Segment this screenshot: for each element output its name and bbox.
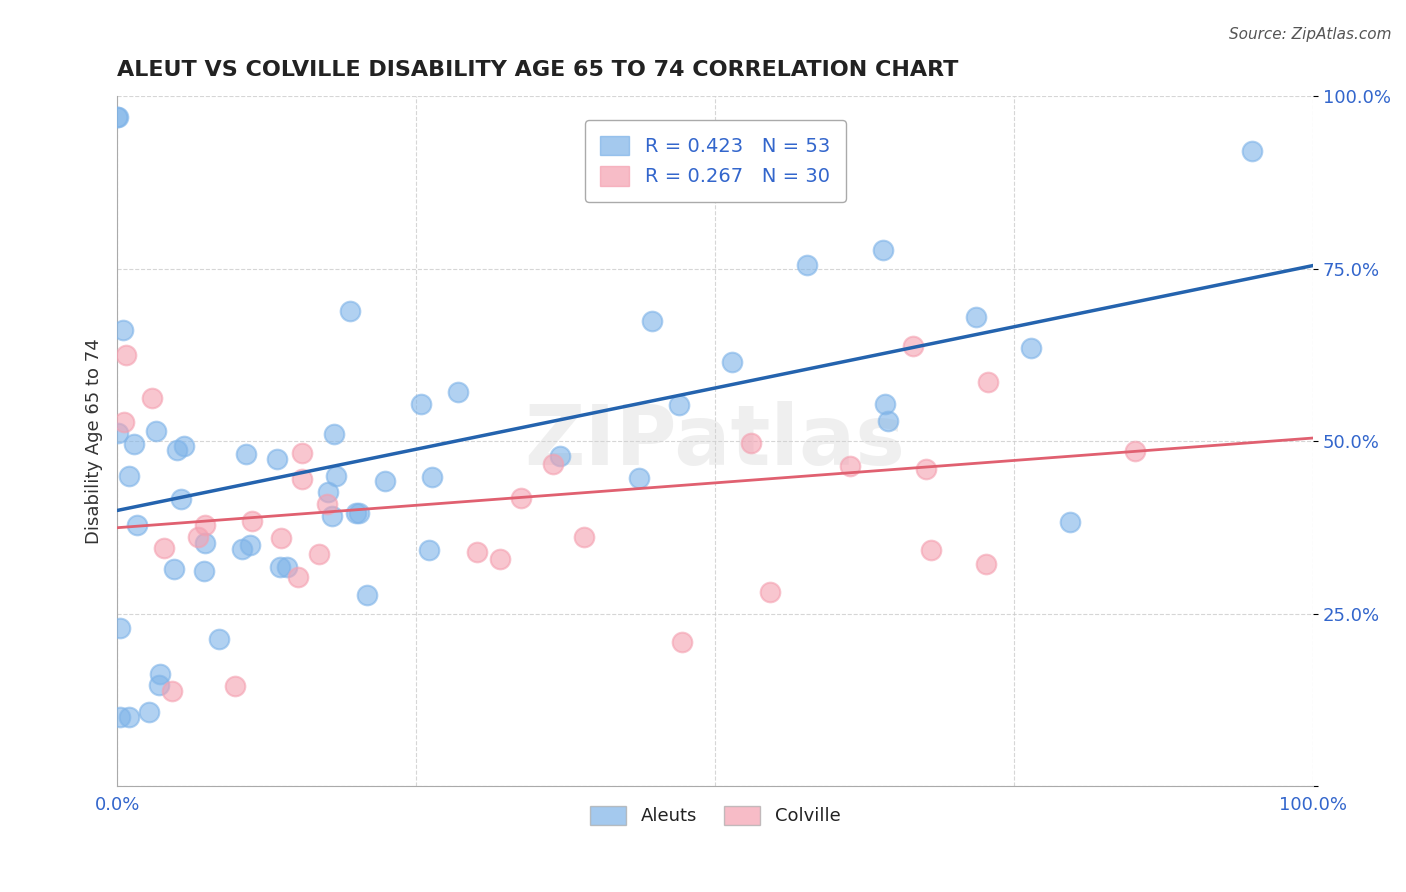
Point	[509, 491, 531, 505]
Point	[915, 462, 938, 476]
Point	[148, 677, 170, 691]
Point	[187, 530, 209, 544]
Point	[224, 680, 246, 694]
Point	[974, 557, 997, 571]
Point	[316, 485, 339, 500]
Point	[107, 110, 129, 124]
Point	[446, 384, 468, 399]
Point	[125, 518, 148, 533]
Point	[572, 530, 595, 544]
Point	[877, 415, 900, 429]
Point	[173, 439, 195, 453]
Point	[321, 508, 343, 523]
Point	[721, 355, 744, 369]
Point	[420, 470, 443, 484]
Point	[628, 471, 651, 485]
Point	[276, 560, 298, 574]
Point	[163, 562, 186, 576]
Point	[977, 375, 1000, 389]
Point	[315, 497, 337, 511]
Point	[1059, 515, 1081, 529]
Point	[118, 469, 141, 483]
Point	[160, 684, 183, 698]
Point	[322, 426, 344, 441]
Point	[193, 535, 215, 549]
Point	[872, 243, 894, 257]
Point	[287, 569, 309, 583]
Point	[118, 710, 141, 724]
Point	[141, 391, 163, 405]
Legend: Aleuts, Colville: Aleuts, Colville	[583, 799, 848, 832]
Point	[465, 545, 488, 559]
Text: ZIPatlas: ZIPatlas	[524, 401, 905, 482]
Point	[668, 398, 690, 412]
Point	[291, 472, 314, 486]
Point	[231, 542, 253, 557]
Point	[418, 542, 440, 557]
Point	[541, 457, 564, 471]
Point	[153, 541, 176, 555]
Point	[339, 304, 361, 318]
Point	[796, 258, 818, 272]
Point	[170, 492, 193, 507]
Text: ALEUT VS COLVILLE DISABILITY AGE 65 TO 74 CORRELATION CHART: ALEUT VS COLVILLE DISABILITY AGE 65 TO 7…	[117, 60, 959, 79]
Point	[1240, 144, 1263, 158]
Point	[115, 348, 138, 362]
Point	[901, 339, 924, 353]
Point	[347, 506, 370, 520]
Point	[240, 514, 263, 528]
Point	[839, 459, 862, 474]
Point	[740, 435, 762, 450]
Point	[193, 564, 215, 578]
Point	[374, 474, 396, 488]
Point	[269, 559, 291, 574]
Point	[1123, 444, 1146, 458]
Point	[111, 323, 134, 337]
Point	[110, 710, 132, 724]
Point	[239, 538, 262, 552]
Point	[308, 547, 330, 561]
Point	[356, 588, 378, 602]
Point	[550, 449, 572, 463]
Point	[138, 705, 160, 719]
Point	[291, 445, 314, 459]
Point	[194, 518, 217, 533]
Point	[108, 621, 131, 635]
Point	[873, 397, 896, 411]
Point	[1019, 341, 1042, 355]
Point	[965, 310, 987, 325]
Point	[145, 424, 167, 438]
Point	[641, 314, 664, 328]
Point	[325, 469, 347, 483]
Point	[107, 425, 129, 440]
Point	[920, 542, 942, 557]
Point	[266, 452, 288, 467]
Point	[344, 506, 367, 520]
Point	[122, 437, 145, 451]
Point	[148, 667, 170, 681]
Point	[235, 447, 257, 461]
Point	[105, 110, 128, 124]
Point	[112, 415, 135, 429]
Point	[166, 442, 188, 457]
Point	[671, 635, 693, 649]
Point	[759, 584, 782, 599]
Text: Source: ZipAtlas.com: Source: ZipAtlas.com	[1229, 27, 1392, 42]
Y-axis label: Disability Age 65 to 74: Disability Age 65 to 74	[86, 339, 103, 544]
Point	[409, 397, 432, 411]
Point	[270, 531, 292, 545]
Point	[208, 632, 231, 647]
Point	[489, 552, 512, 566]
